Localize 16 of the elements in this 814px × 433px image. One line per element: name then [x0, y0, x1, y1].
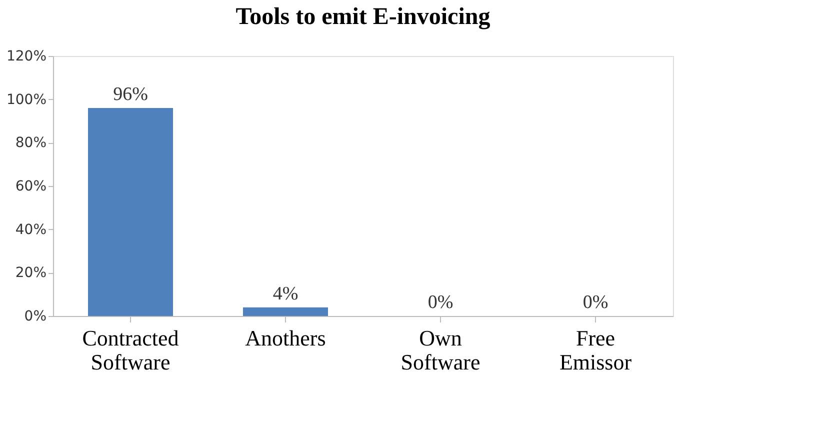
x-tick-label: Contracted Software — [82, 326, 179, 374]
data-label: 4% — [272, 283, 298, 304]
x-tick-label: Free Emissor — [559, 326, 632, 374]
y-tick-label: 40% — [15, 222, 46, 238]
y-tick-label: 20% — [15, 265, 46, 282]
y-tick-label: 100% — [6, 92, 46, 108]
y-tick-label: 120% — [6, 48, 46, 64]
x-tick-label: Own Software — [400, 326, 480, 374]
y-tick-label: 60% — [15, 178, 46, 194]
x-tick-label: Anothers — [245, 326, 326, 350]
data-label: 0% — [428, 292, 454, 313]
data-label: 0% — [582, 292, 608, 313]
data-label: 96% — [113, 84, 148, 105]
chart-title: Tools to emit E-invoicing — [236, 4, 490, 30]
y-tick-label: 80% — [15, 135, 46, 152]
y-tick-label: 0% — [24, 308, 46, 324]
